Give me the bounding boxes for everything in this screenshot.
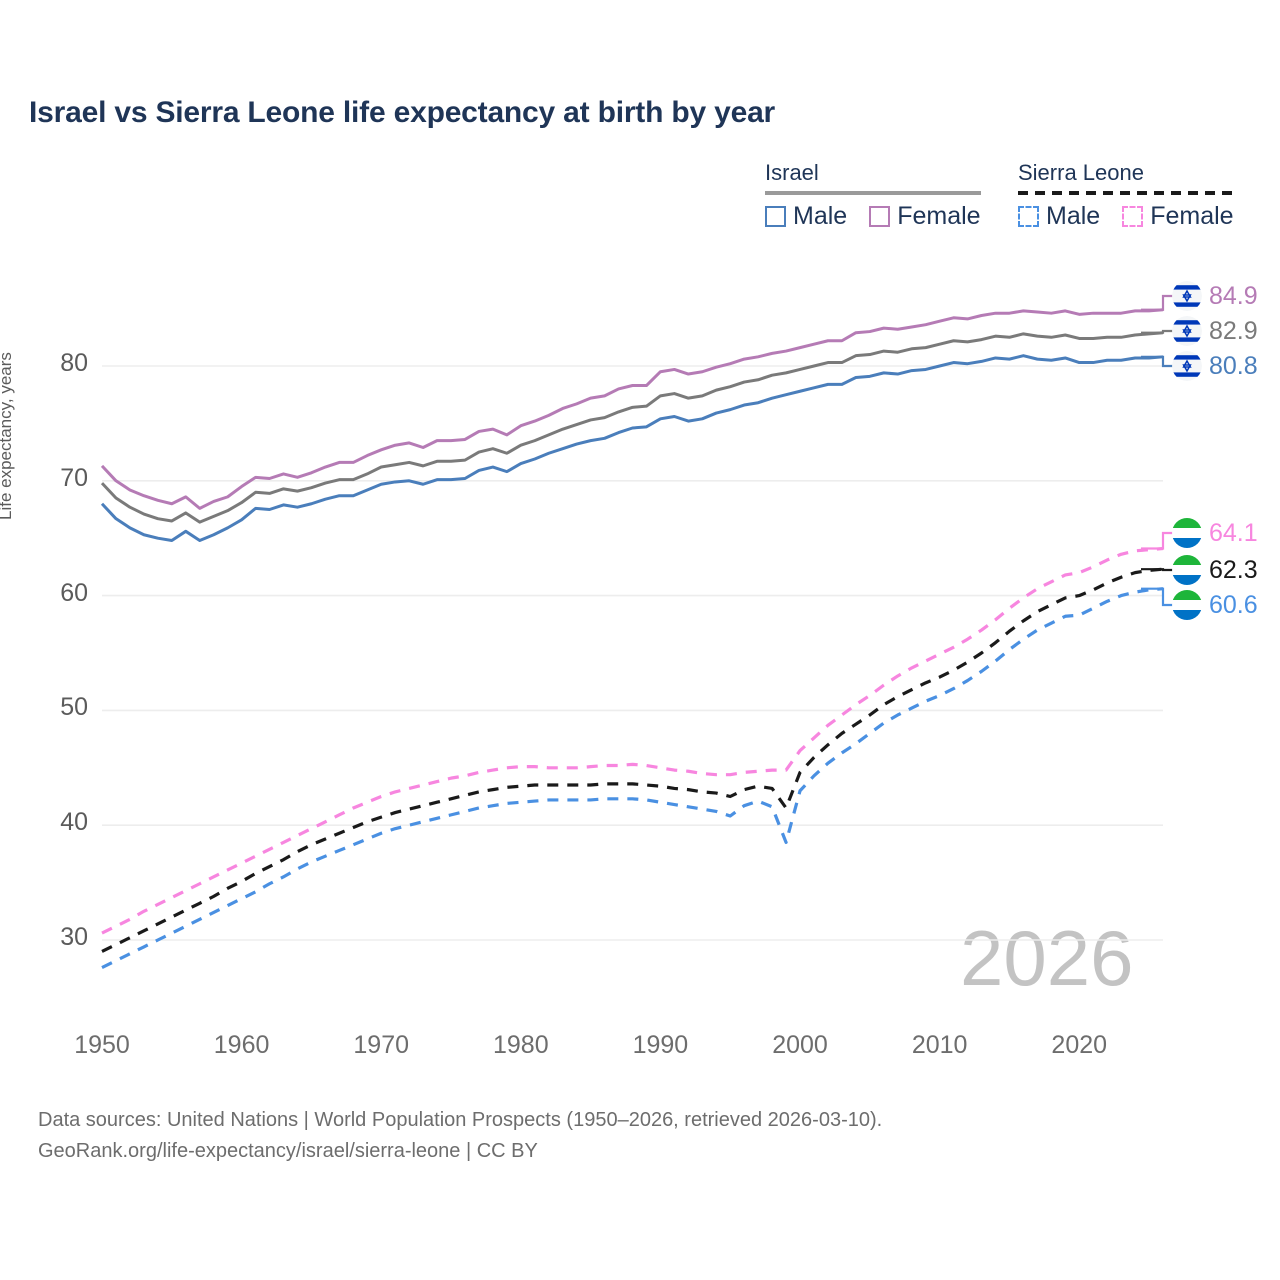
end-label-value: 60.6 — [1209, 590, 1258, 619]
end-label-sierraleone-total: 62.3 — [1172, 555, 1258, 585]
y-axis-tick-label: 40 — [60, 808, 88, 837]
series-line-sierra-leone-female — [101, 546, 1164, 935]
footer-line-2: GeoRank.org/life-expectancy/israel/sierr… — [38, 1140, 538, 1162]
legend-item-sierraleone-male[interactable]: Male — [1018, 204, 1100, 229]
x-axis-tick-label: 2000 — [772, 1031, 828, 1059]
end-connector — [1141, 294, 1177, 311]
end-connector — [1141, 531, 1177, 550]
end-label-sierraleone-male: 60.6 — [1172, 590, 1258, 620]
x-axis-tick-label: 1970 — [353, 1031, 410, 1059]
end-label-israel-male: 80.8 — [1172, 351, 1258, 381]
legend-swatch-israel-male — [765, 206, 786, 227]
sierraleone-flag-icon — [1172, 555, 1202, 585]
end-connector — [1141, 587, 1177, 607]
series-line-israel-male — [100, 354, 1164, 542]
legend-swatch-sierraleone-male — [1018, 206, 1039, 227]
end-label-value: 84.9 — [1209, 281, 1258, 310]
end-label-sierraleone-female: 64.1 — [1172, 518, 1258, 548]
y-axis-tick-label: 80 — [60, 349, 88, 377]
year-watermark: 2026 — [960, 914, 1134, 1002]
israel-flag-icon — [1172, 316, 1202, 346]
x-axis-tick-label: 1950 — [74, 1031, 130, 1059]
legend-group-israel: Israel Male Female — [765, 160, 981, 229]
series-line-israel-total — [100, 331, 1164, 524]
chart-legend: Israel Male Female Sierra Leone Male — [760, 160, 1260, 240]
end-label-israel-total: 82.9 — [1172, 316, 1258, 346]
end-label-value: 82.9 — [1209, 316, 1258, 345]
series-line-sierra-leone-male — [101, 587, 1164, 969]
legend-item-israel-female[interactable]: Female — [869, 202, 981, 230]
legend-label-sierraleone-female: Female — [1150, 202, 1234, 230]
israel-flag-icon — [1172, 351, 1202, 381]
legend-country-israel: Israel — [765, 160, 819, 185]
x-axis-tick-label: 2020 — [1051, 1031, 1108, 1059]
y-axis-tick-label: 50 — [60, 693, 88, 722]
sierraleone-flag-icon — [1172, 590, 1202, 620]
legend-label-israel-male: Male — [793, 202, 848, 230]
y-axis-tick-label: 30 — [60, 923, 88, 951]
y-axis-tick-label: 60 — [60, 578, 88, 607]
x-axis-tick-label: 1980 — [493, 1031, 549, 1059]
page-title: Israel vs Sierra Leone life expectancy a… — [29, 96, 776, 129]
legend-rule-sierra-leone — [1018, 191, 1234, 195]
end-label-value: 64.1 — [1209, 518, 1258, 547]
x-axis-tick-label: 1990 — [632, 1031, 689, 1059]
legend-label-sierraleone-male: Male — [1046, 202, 1101, 230]
x-axis-tick-label: 1960 — [213, 1031, 270, 1059]
footer-line-1: Data sources: United Nations | World Pop… — [38, 1109, 883, 1131]
israel-flag-icon — [1172, 281, 1202, 311]
end-label-value: 62.3 — [1209, 555, 1258, 584]
legend-label-israel-female: Female — [897, 202, 981, 230]
sierraleone-flag-icon — [1172, 518, 1202, 548]
end-label-israel-female: 84.9 — [1172, 281, 1258, 311]
x-axis-tick-label: 2010 — [911, 1031, 968, 1059]
end-connector — [1141, 355, 1177, 368]
legend-swatch-israel-female — [869, 206, 891, 227]
end-label-value: 80.8 — [1209, 351, 1258, 380]
legend-item-israel-male[interactable]: Male — [765, 204, 847, 229]
legend-item-sierraleone-female[interactable]: Female — [1122, 202, 1234, 230]
legend-swatch-sierraleone-female — [1122, 206, 1144, 227]
series-line-sierra-leone-total — [101, 567, 1164, 953]
y-axis-tick-label: 70 — [60, 463, 88, 492]
chart-footer: Data sources: United Nations | World Pop… — [38, 1105, 882, 1167]
legend-group-sierra-leone: Sierra Leone Male Female — [1018, 160, 1234, 229]
end-connector — [1141, 329, 1177, 334]
legend-rule-israel — [765, 191, 981, 195]
legend-country-sierra-leone: Sierra Leone — [1018, 160, 1144, 185]
series-line-israel-female — [100, 308, 1164, 510]
end-connector — [1141, 568, 1177, 572]
